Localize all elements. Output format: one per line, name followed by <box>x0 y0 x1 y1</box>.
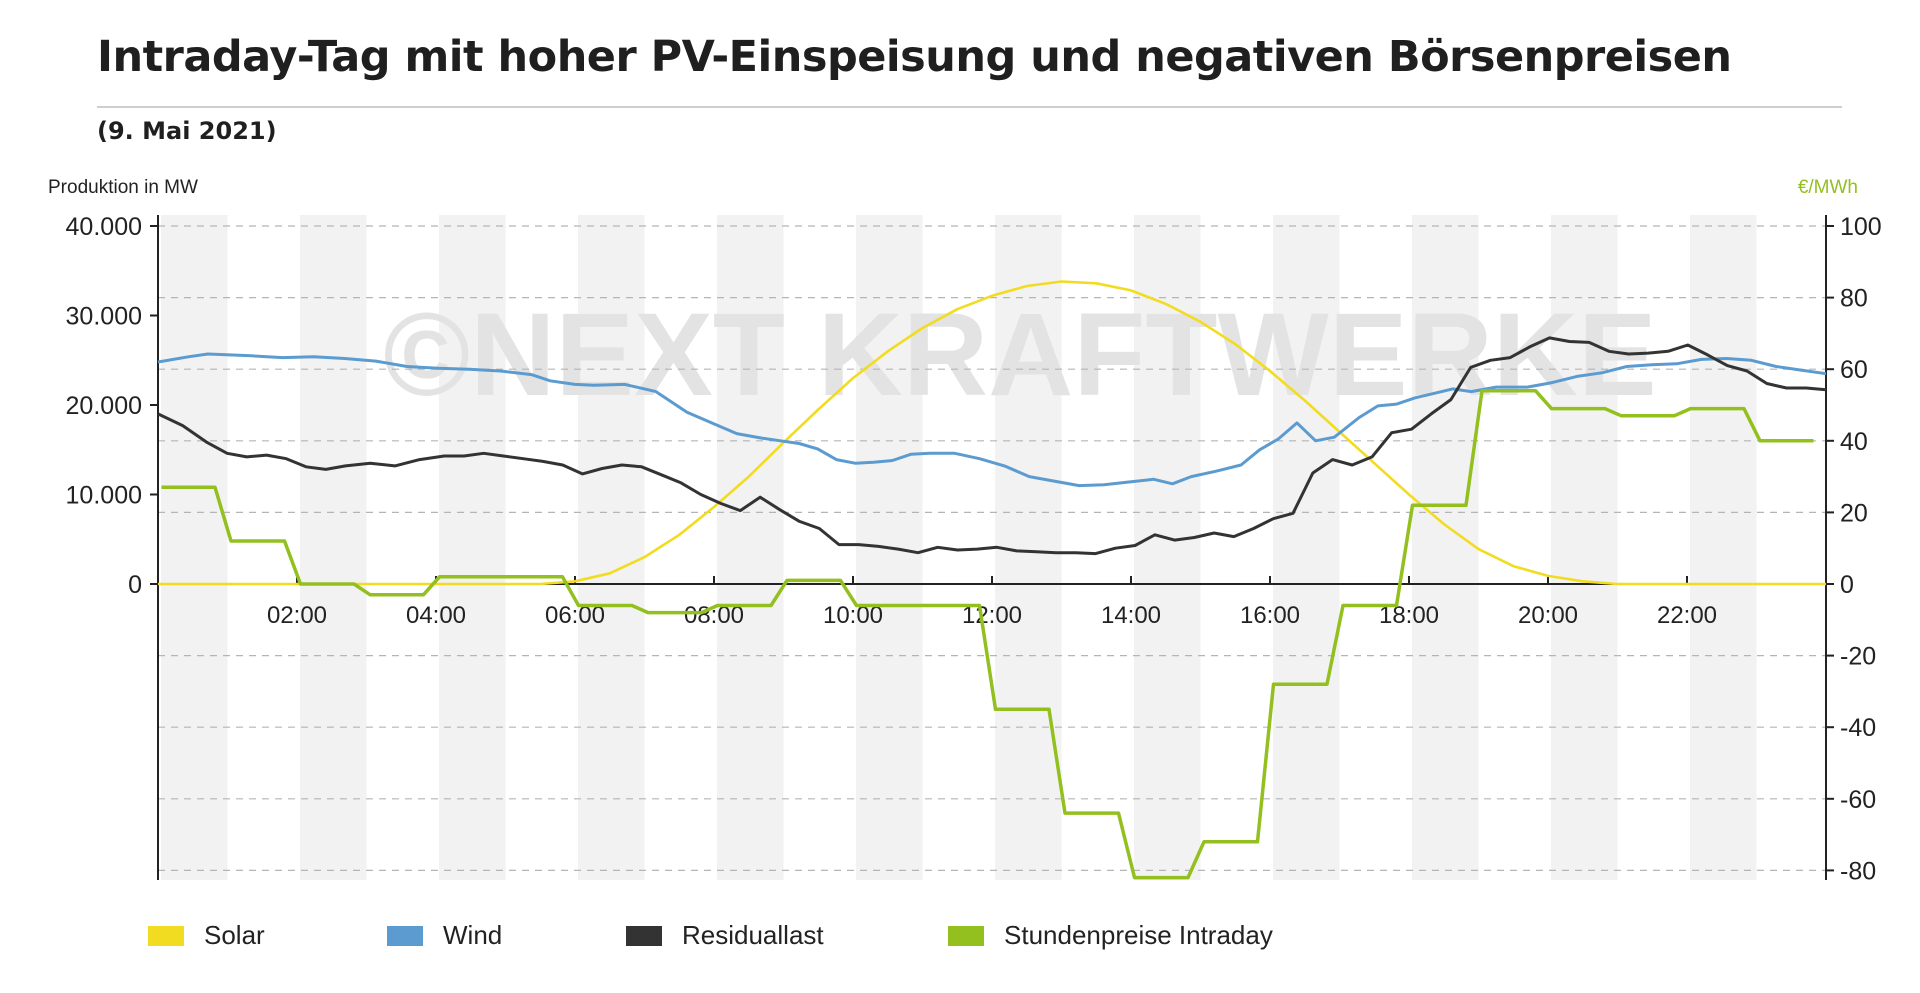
series-lines <box>157 280 1827 880</box>
right-tick-label: 40 <box>1840 428 1868 456</box>
series-line-stundenpreise <box>161 388 1814 880</box>
legend: Solar Wind Residuallast Stundenpreise In… <box>0 920 1920 960</box>
hour-band <box>1551 215 1618 880</box>
x-tick-label: 04:00 <box>406 602 466 629</box>
legend-item-solar: Solar <box>148 920 265 951</box>
x-tick-label: 14:00 <box>1101 602 1161 629</box>
series-line-residuallast <box>157 336 1827 556</box>
right-tick-label: 100 <box>1840 213 1882 241</box>
legend-label-solar: Solar <box>204 920 265 950</box>
legend-swatch-wind <box>387 925 423 946</box>
right-tick-label: 80 <box>1840 285 1868 313</box>
right-tick-label: -80 <box>1840 857 1876 885</box>
right-tick-label: 60 <box>1840 356 1868 384</box>
title-divider <box>97 106 1842 108</box>
hour-band <box>717 215 784 880</box>
right-axis-label: €/MWh <box>1798 177 1858 198</box>
legend-item-stundenpreise: Stundenpreise Intraday <box>948 920 1273 951</box>
hour-band <box>1134 215 1201 880</box>
x-tick-label: 16:00 <box>1240 602 1300 629</box>
legend-label-wind: Wind <box>443 920 503 950</box>
right-tick-label: 20 <box>1840 499 1868 527</box>
hour-band <box>161 215 228 880</box>
watermark: ©NEXT KRAFTWERKE <box>383 289 1656 421</box>
hour-band <box>439 215 506 880</box>
legend-item-residuallast: Residuallast <box>626 920 824 951</box>
series-line-solar <box>158 280 1826 586</box>
right-tick-label: -60 <box>1840 786 1876 814</box>
right-tick-label: 0 <box>1840 571 1854 599</box>
series-line-wind <box>157 352 1827 488</box>
left-tick-label: 10.000 <box>66 482 142 510</box>
x-tick-label: 20:00 <box>1518 602 1578 629</box>
x-tick-label: 02:00 <box>267 602 327 629</box>
hour-band <box>1690 215 1757 880</box>
chart-subtitle: (9. Mai 2021) <box>97 117 277 145</box>
hour-band <box>300 215 367 880</box>
legend-swatch-solar <box>148 925 184 946</box>
legend-item-wind: Wind <box>387 920 502 951</box>
left-axis-label: Produktion in MW <box>48 177 198 198</box>
legend-label-residuallast: Residuallast <box>682 920 824 950</box>
x-tick-label: 22:00 <box>1657 602 1717 629</box>
left-tick-label: 0 <box>128 571 142 599</box>
chart-title: Intraday-Tag mit hoher PV-Einspeisung un… <box>97 32 1732 82</box>
hour-band <box>1273 215 1340 880</box>
left-tick-label: 20.000 <box>66 392 142 420</box>
legend-swatch-stundenpreise <box>948 925 984 946</box>
chart-area: ©NEXT KRAFTWERKE 0 10.000 20.000 30.000 40.0… <box>48 177 1882 885</box>
legend-swatch-residuallast <box>626 925 662 946</box>
right-tick-label: -40 <box>1840 714 1876 742</box>
legend-label-stundenpreise: Stundenpreise Intraday <box>1004 920 1273 950</box>
hour-band <box>578 215 645 880</box>
left-tick-label: 40.000 <box>66 213 142 241</box>
left-tick-label: 30.000 <box>66 303 142 331</box>
right-tick-label: -20 <box>1840 643 1876 671</box>
hour-band <box>1412 215 1479 880</box>
